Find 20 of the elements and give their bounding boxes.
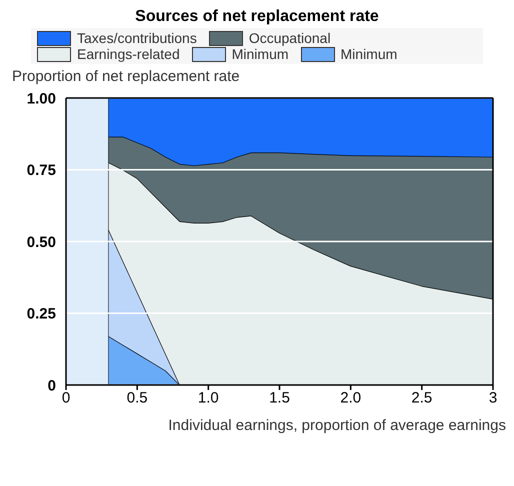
x-tick-label: 3 — [488, 390, 498, 407]
chart-title: Sources of net replacement rate — [134, 8, 380, 26]
y-axis-title: Proportion of net replacement rate — [12, 68, 241, 85]
legend-label: Taxes/contributions — [76, 30, 197, 46]
y-tick-label: 0.50 — [26, 234, 56, 251]
y-tick-label: 0 — [48, 377, 56, 394]
x-tick-label: 1.0 — [198, 390, 219, 407]
x-tick-label: 2.0 — [340, 390, 362, 407]
legend-label: Minimum — [230, 46, 289, 62]
y-tick-label: 0.25 — [26, 306, 56, 323]
y-tick-label: 1.00 — [26, 90, 56, 108]
legend-label: Occupational — [248, 30, 331, 46]
x-tick-label: 1.5 — [269, 390, 290, 407]
x-axis-title: Individual earnings, proportion of average earnings — [167, 417, 506, 434]
x-tick-label: 0.5 — [126, 390, 148, 407]
y-tick-label: 0.75 — [26, 162, 56, 180]
text: Earnings-related — [76, 46, 180, 62]
x-tick-label: 2.5 — [411, 390, 432, 407]
x-tick-label: 0 — [62, 390, 70, 407]
legend-label: Minimum — [340, 46, 398, 62]
